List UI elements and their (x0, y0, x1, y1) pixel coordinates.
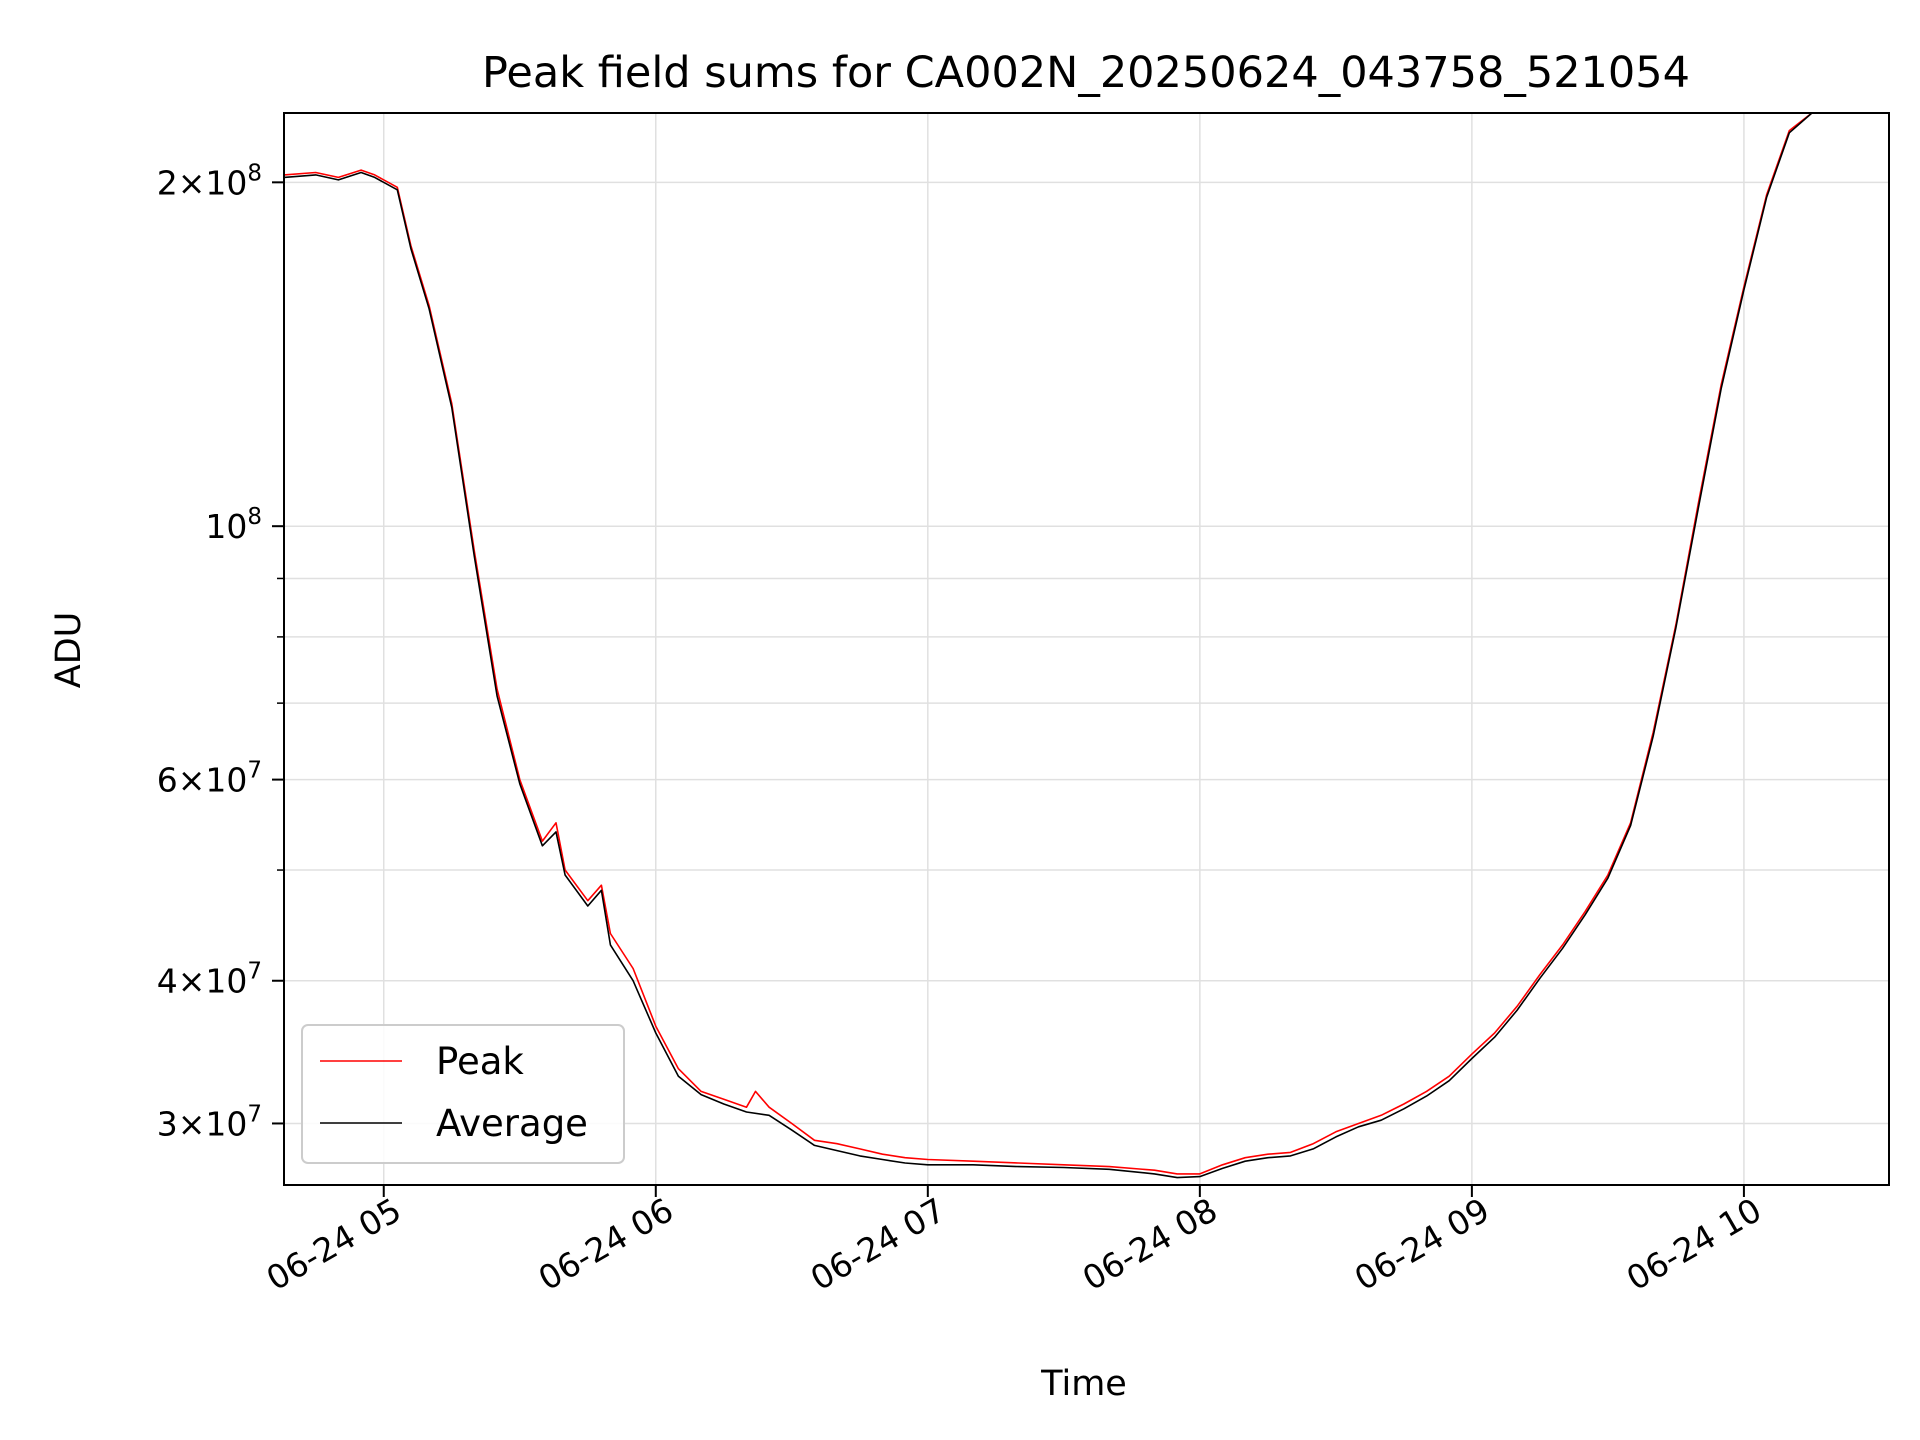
y-axis-title: ADU (49, 612, 89, 689)
legend-label-peak: Peak (436, 1040, 524, 1083)
chart-title: Peak field sums for CA002N_20250624_0437… (482, 48, 1690, 98)
x-axis-title: Time (1040, 1364, 1127, 1404)
y-tick-label: 2×108 (157, 160, 262, 202)
series-line-peak (284, 113, 1813, 1175)
y-tick-label: 108 (205, 504, 262, 546)
y-tick-label: 3×107 (157, 1101, 262, 1143)
plot-lines (284, 113, 1813, 1179)
y-tick-label: 6×107 (157, 758, 262, 800)
series-line-average (284, 113, 1813, 1179)
legend-box (301, 1024, 625, 1164)
legend: Peak Average (301, 1024, 625, 1164)
legend-label-average: Average (436, 1102, 588, 1145)
y-tick-label: 4×107 (157, 959, 262, 1001)
plot-frame (283, 112, 1890, 1186)
